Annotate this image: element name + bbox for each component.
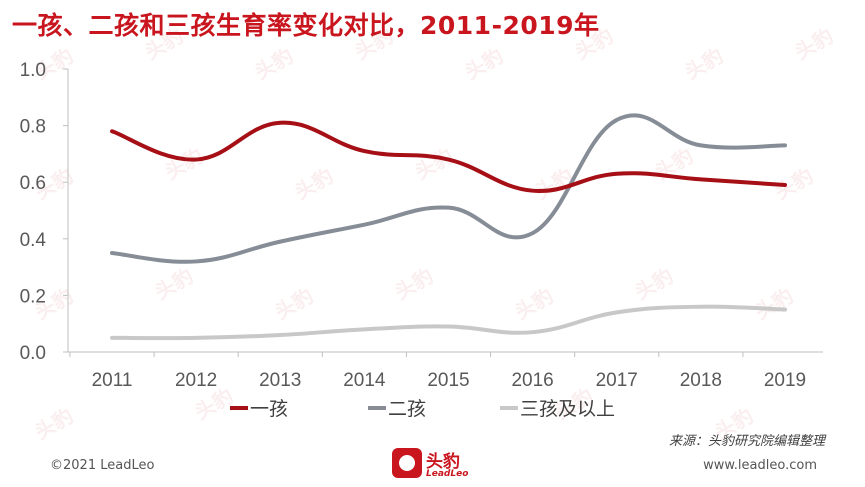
data-point [615, 118, 619, 122]
y-tick-label: 0.2 [20, 286, 46, 307]
y-tick-label: 0.0 [20, 343, 46, 364]
x-tick-label: 2012 [175, 370, 217, 391]
data-point [447, 158, 451, 162]
data-point [531, 231, 535, 235]
data-point [531, 330, 535, 334]
x-tick-label: 2019 [764, 370, 806, 391]
watermark-logo: 头豹 [31, 404, 78, 445]
data-point [783, 143, 787, 147]
chart-title: 一孩、二孩和三孩生育率变化对比，2011-2019年 [12, 11, 600, 40]
data-point [362, 149, 366, 153]
data-point [194, 259, 198, 263]
x-tick-label: 2011 [92, 370, 133, 391]
series-line-3 [110, 304, 787, 341]
leadleo-logo: 头豹 LeadLeo [392, 446, 482, 484]
y-tick-label: 1.0 [20, 60, 46, 81]
data-point [110, 251, 114, 255]
data-point [699, 305, 703, 309]
data-point [278, 240, 282, 244]
watermark-logo: 头豹 [141, 24, 188, 65]
data-point [278, 333, 282, 337]
source-note: 来源：头豹研究院编辑整理 [668, 434, 825, 449]
watermark-logo: 头豹 [461, 44, 508, 85]
data-point [783, 308, 787, 312]
data-point [110, 129, 114, 133]
x-tick-label: 2013 [259, 370, 301, 391]
data-point [194, 336, 198, 340]
data-point [531, 189, 535, 193]
data-point [699, 177, 703, 181]
website-link[interactable]: www.leadleo.com [703, 458, 817, 473]
data-point [110, 336, 114, 340]
watermark-logo: 头豹 [511, 284, 558, 325]
data-point [362, 327, 366, 331]
watermark-logo: 头豹 [161, 144, 208, 185]
x-tick-label: 2016 [511, 370, 553, 391]
watermark-logo: 头豹 [151, 264, 198, 305]
watermark-logo: 头豹 [751, 284, 798, 325]
legend-label: 二孩 [388, 398, 426, 420]
x-tick-label: 2018 [680, 370, 722, 391]
leopard-icon [392, 448, 422, 478]
watermark-logo: 头豹 [411, 144, 458, 185]
copyright-text: ©2021 LeadLeo [50, 458, 155, 473]
logo-text: 头豹 [426, 452, 460, 472]
data-point [447, 325, 451, 329]
watermark-logo: 头豹 [351, 24, 398, 65]
x-tick-label: 2014 [343, 370, 386, 391]
chart-series [110, 113, 787, 341]
y-tick-label: 0.6 [20, 173, 46, 194]
watermark-logo: 头豹 [571, 24, 618, 65]
watermark-logo: 头豹 [791, 24, 838, 65]
series-line-1 [110, 120, 787, 193]
chart-axes: 0.0 0.2 0.4 0.6 0.8 1.0 2011 2012 2013 2014 2015 20… [20, 60, 823, 391]
y-tick-label: 0.8 [20, 117, 46, 138]
legend-label: 三孩及以上 [520, 398, 615, 420]
series-line-2 [110, 113, 787, 264]
data-point [194, 158, 198, 162]
data-point [615, 172, 619, 176]
watermark-logo: 头豹 [391, 264, 438, 305]
data-point [615, 310, 619, 314]
watermark-logo: 头豹 [251, 44, 298, 85]
chart-legend: 一孩 二孩 三孩及以上 [230, 398, 615, 420]
watermark-logo: 头豹 [631, 264, 678, 305]
watermark-logo: 头豹 [681, 44, 728, 85]
watermark-logo: 头豹 [291, 164, 338, 205]
watermark-logo: 头豹 [271, 284, 318, 325]
data-point [699, 143, 703, 147]
legend-label: 一孩 [250, 398, 288, 420]
data-point [362, 223, 366, 227]
logo-subtext: LeadLeo [426, 469, 469, 479]
y-tick-label: 0.4 [20, 230, 47, 251]
data-point [447, 206, 451, 210]
data-point [783, 183, 787, 187]
x-tick-label: 2017 [596, 370, 638, 391]
x-tick-label: 2015 [427, 370, 469, 391]
data-point [278, 121, 282, 125]
